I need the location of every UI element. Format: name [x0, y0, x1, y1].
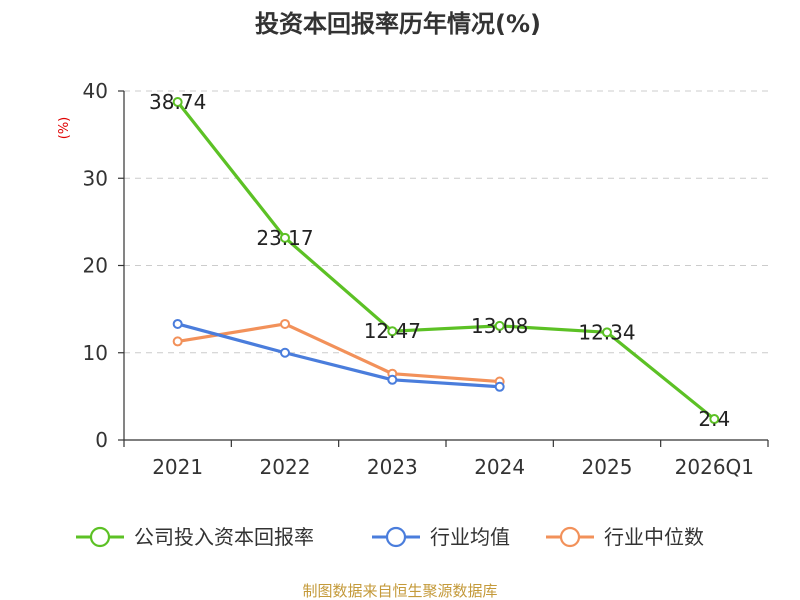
- data-label: 23.17: [256, 226, 313, 250]
- source-note: 制图数据来自恒生聚源数据库: [302, 582, 497, 600]
- axes: 0 10 20 30 40 2021 2022 2023 2024 2025 2026Q1: [83, 79, 769, 479]
- y-tick-label: 10: [83, 341, 108, 365]
- data-label: 12.47: [364, 319, 421, 343]
- y-tick-label: 0: [95, 428, 108, 452]
- x-tick-label: 2025: [582, 455, 633, 479]
- data-point: [494, 381, 505, 392]
- series-line: [177, 322, 500, 389]
- data-point: [172, 336, 183, 347]
- x-tick-label: 2022: [260, 455, 311, 479]
- data-point: [387, 374, 398, 385]
- y-tick-label: 40: [83, 79, 108, 103]
- data-label: 12.34: [578, 320, 635, 344]
- legend-marker: [559, 526, 581, 548]
- y-tick-label: 30: [83, 166, 108, 190]
- x-tick-label: 2023: [367, 455, 418, 479]
- data-point: [280, 347, 290, 358]
- data-label: 13.08: [471, 314, 528, 338]
- data-point: [172, 318, 183, 329]
- x-tick-label: 2024: [474, 455, 525, 479]
- legend-label: 行业中位数: [604, 525, 704, 549]
- legend-marker: [385, 526, 407, 548]
- legend-marker: [89, 526, 111, 548]
- data-labels: 38.74 23.17 12.47 13.08 12.34 2.4: [149, 90, 730, 431]
- data-point: [602, 327, 612, 338]
- data-point: [280, 318, 290, 329]
- series: [172, 96, 720, 425]
- legend-label: 公司投入资本回报率: [134, 525, 314, 549]
- data-point: [172, 96, 183, 107]
- legend-label: 行业均值: [430, 525, 510, 549]
- grid: [124, 90, 768, 354]
- data-point: [387, 326, 398, 337]
- series-line: [177, 322, 500, 384]
- data-label: 38.74: [149, 90, 206, 114]
- x-tick-label: 2026Q1: [675, 455, 754, 479]
- legend: 公司投入资本回报率 行业均值 行业中位数: [76, 525, 704, 549]
- series-line: [176, 101, 716, 421]
- data-point: [709, 414, 720, 425]
- data-label: 2.4: [698, 407, 730, 431]
- y-axis-label: (%): [57, 117, 72, 140]
- chart-title: 投资本回报率历年情况(%): [255, 10, 541, 38]
- x-tick-label: 2021: [152, 455, 203, 479]
- data-point: [494, 320, 505, 331]
- data-point: [280, 232, 290, 243]
- y-tick-label: 20: [83, 254, 108, 278]
